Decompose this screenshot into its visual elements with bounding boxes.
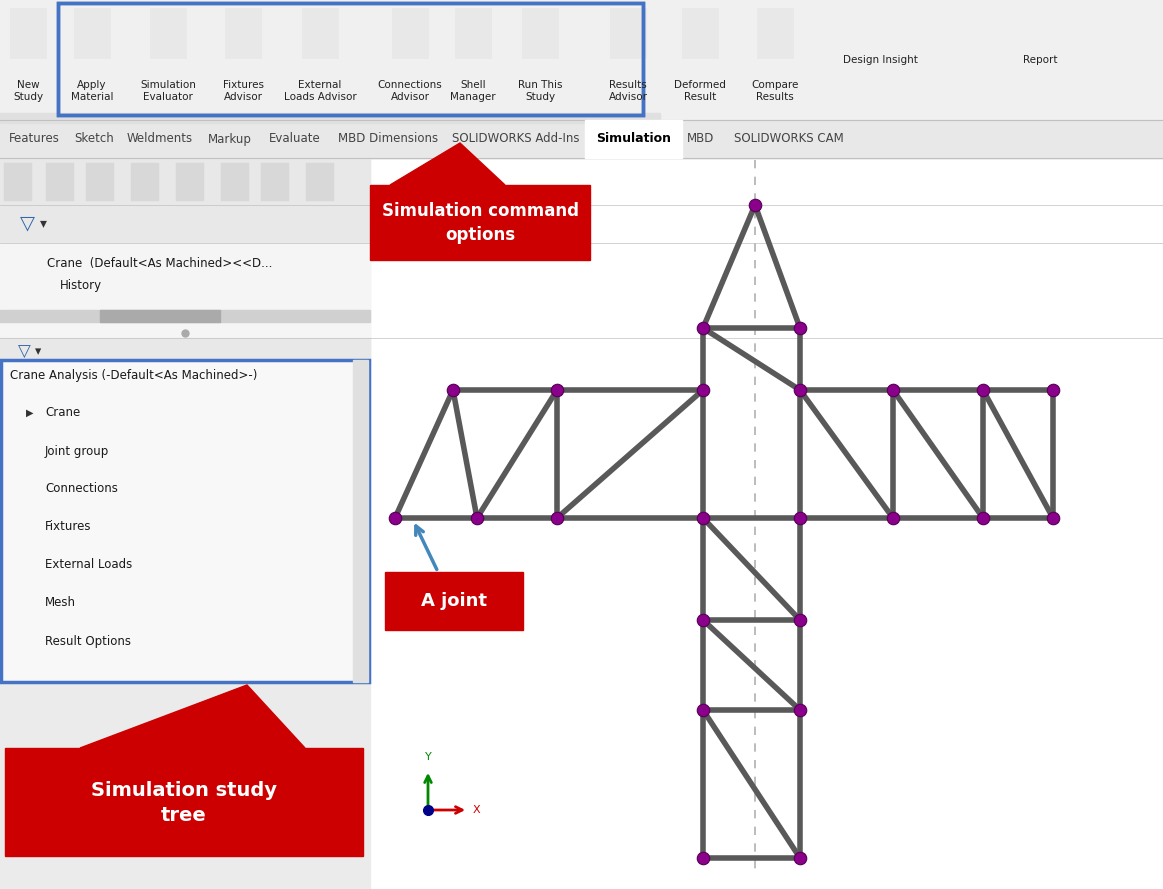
Bar <box>224 8 261 58</box>
Text: Run This
Study: Run This Study <box>518 80 562 102</box>
Bar <box>176 163 204 201</box>
Bar <box>0 310 370 322</box>
Bar <box>370 160 1163 889</box>
Text: MBD Dimensions: MBD Dimensions <box>338 132 438 146</box>
Text: Design Insight: Design Insight <box>842 55 918 65</box>
Text: Joint group: Joint group <box>45 444 109 458</box>
Bar <box>10 8 47 58</box>
Bar <box>385 572 523 630</box>
Bar <box>0 205 370 243</box>
Text: Fixtures
Advisor: Fixtures Advisor <box>222 80 264 102</box>
Bar <box>611 8 645 58</box>
Text: Connections: Connections <box>45 483 117 495</box>
Bar <box>0 160 370 889</box>
Text: Crane Analysis (-Default<As Machined>-): Crane Analysis (-Default<As Machined>-) <box>10 369 257 381</box>
Bar <box>86 163 114 201</box>
Text: MBD: MBD <box>687 132 715 146</box>
Text: Report: Report <box>1022 55 1057 65</box>
Text: Markup: Markup <box>208 132 252 146</box>
Text: SOLIDWORKS CAM: SOLIDWORKS CAM <box>734 132 844 146</box>
Bar <box>455 8 491 58</box>
Text: Crane: Crane <box>45 406 80 420</box>
Bar <box>522 8 558 58</box>
Text: ▾: ▾ <box>35 346 41 358</box>
Bar <box>221 163 249 201</box>
Text: ▽: ▽ <box>20 213 35 233</box>
Bar <box>392 8 428 58</box>
Bar <box>131 163 159 201</box>
Bar <box>0 113 659 123</box>
Bar <box>757 8 793 58</box>
Text: Compare
Results: Compare Results <box>751 80 799 102</box>
Bar <box>3 163 33 201</box>
Text: A joint: A joint <box>421 592 487 610</box>
Bar <box>370 185 590 260</box>
Bar <box>306 163 334 201</box>
Text: X: X <box>473 805 480 815</box>
Text: Result Options: Result Options <box>45 635 131 647</box>
Text: ▾: ▾ <box>40 216 47 230</box>
Text: Fixtures: Fixtures <box>45 520 92 533</box>
Bar <box>0 243 370 360</box>
Text: Shell
Manager: Shell Manager <box>450 80 495 102</box>
Text: SOLIDWORKS Add-Ins: SOLIDWORKS Add-Ins <box>452 132 579 146</box>
Bar <box>74 8 110 58</box>
Text: Evaluate: Evaluate <box>269 132 321 146</box>
Bar <box>47 163 74 201</box>
Bar <box>354 360 368 682</box>
Bar <box>0 158 370 206</box>
Polygon shape <box>80 685 305 748</box>
Text: Simulation study
tree: Simulation study tree <box>91 781 277 825</box>
Bar <box>0 338 370 366</box>
Bar <box>302 8 338 58</box>
Bar <box>5 748 363 856</box>
Text: External
Loads Advisor: External Loads Advisor <box>284 80 356 102</box>
FancyBboxPatch shape <box>1 360 369 682</box>
Bar <box>150 8 186 58</box>
Text: Weldments: Weldments <box>127 132 193 146</box>
Text: Mesh: Mesh <box>45 597 76 610</box>
Bar <box>261 163 288 201</box>
Bar <box>585 120 682 158</box>
Bar <box>0 120 1163 158</box>
Text: New
Study: New Study <box>13 80 43 102</box>
Text: Simulation
Evaluator: Simulation Evaluator <box>140 80 195 102</box>
Polygon shape <box>390 143 505 185</box>
Bar <box>100 310 220 322</box>
Text: Simulation: Simulation <box>595 132 671 146</box>
Text: ▶: ▶ <box>26 408 34 418</box>
Text: Connections
Advisor: Connections Advisor <box>378 80 442 102</box>
Bar <box>682 8 718 58</box>
Text: Sketch: Sketch <box>74 132 114 146</box>
Text: Simulation command
options: Simulation command options <box>381 202 578 244</box>
Text: Deformed
Result: Deformed Result <box>675 80 726 102</box>
Text: External Loads: External Loads <box>45 558 133 572</box>
Text: Features: Features <box>8 132 59 146</box>
Text: Y: Y <box>424 752 431 762</box>
Bar <box>0 0 1163 120</box>
Text: ▽: ▽ <box>17 343 30 361</box>
Text: Results
Advisor: Results Advisor <box>608 80 648 102</box>
Text: History: History <box>60 278 102 292</box>
Text: Crane  (Default<As Machined><<D...: Crane (Default<As Machined><<D... <box>47 257 272 269</box>
Text: Apply
Material: Apply Material <box>71 80 113 102</box>
Bar <box>58 3 643 115</box>
